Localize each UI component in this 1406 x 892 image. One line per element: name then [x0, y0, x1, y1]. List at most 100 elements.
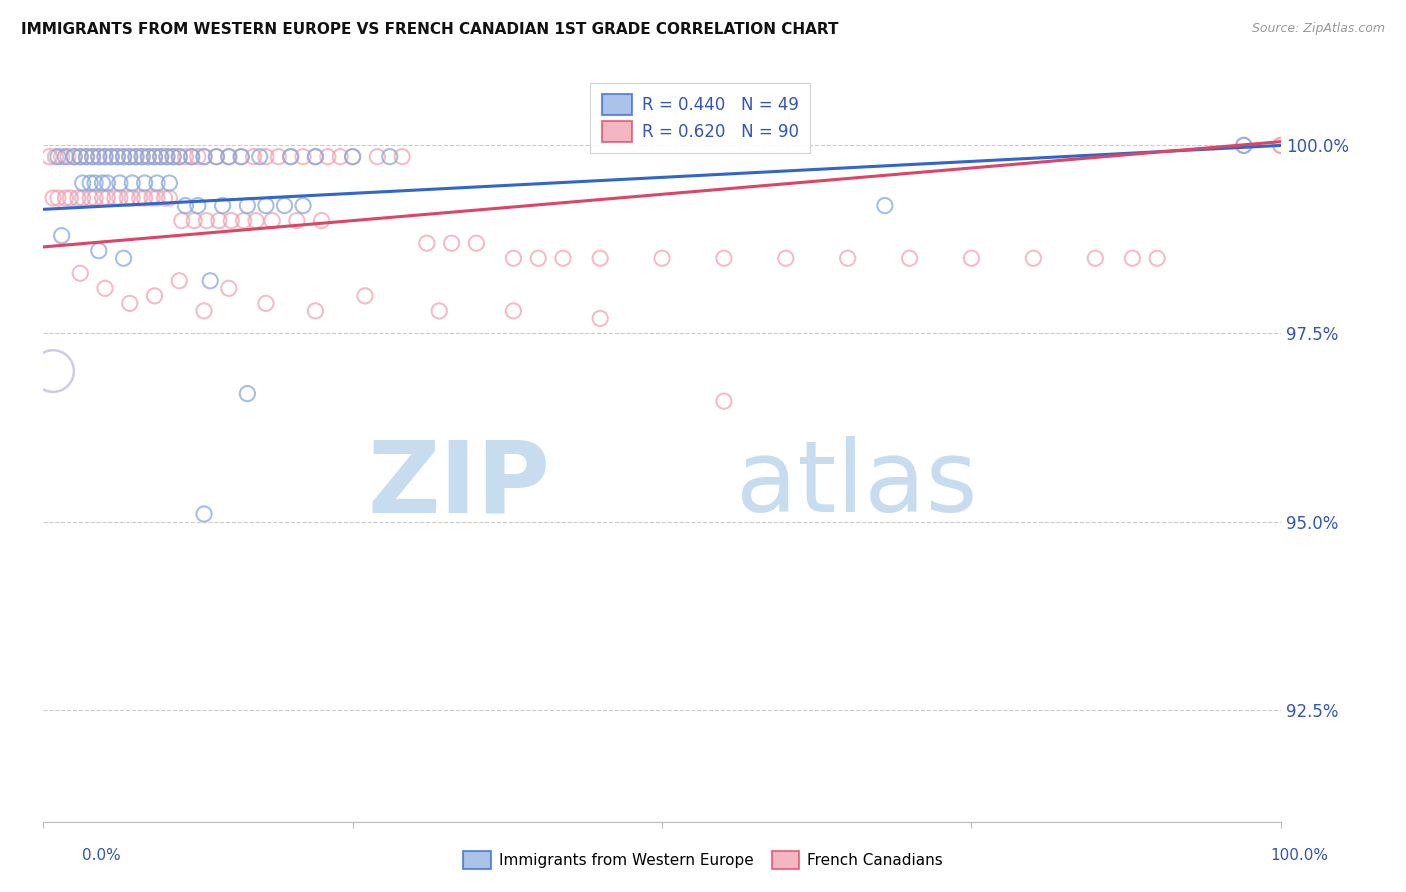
Point	[285, 213, 308, 227]
Point	[242, 150, 264, 164]
Point	[51, 228, 73, 243]
Point	[105, 150, 128, 164]
Point	[169, 150, 191, 164]
Point	[193, 507, 215, 521]
Point	[416, 236, 439, 251]
Point	[118, 150, 141, 164]
Point	[193, 304, 215, 318]
Point	[280, 150, 302, 164]
Point	[502, 252, 524, 266]
Legend: R = 0.440   N = 49, R = 0.620   N = 90: R = 0.440 N = 49, R = 0.620 N = 90	[591, 83, 810, 153]
Point	[66, 191, 89, 205]
Point	[138, 150, 160, 164]
Point	[156, 150, 179, 164]
Point	[245, 213, 267, 227]
Point	[589, 252, 612, 266]
Point	[873, 198, 896, 212]
Point	[69, 266, 91, 280]
Point	[1233, 138, 1256, 153]
Point	[79, 176, 101, 190]
Point	[91, 191, 114, 205]
Point	[292, 198, 315, 212]
Text: Source: ZipAtlas.com: Source: ZipAtlas.com	[1251, 22, 1385, 36]
Point	[837, 252, 859, 266]
Point	[105, 150, 128, 164]
Point	[55, 150, 77, 164]
Point	[94, 150, 117, 164]
Point	[87, 150, 110, 164]
Point	[187, 150, 209, 164]
Point	[170, 213, 193, 227]
Point	[183, 213, 205, 227]
Point	[143, 289, 166, 303]
Point	[1084, 252, 1107, 266]
Point	[79, 191, 101, 205]
Point	[304, 304, 326, 318]
Point	[200, 274, 222, 288]
Point	[51, 150, 73, 164]
Point	[69, 150, 91, 164]
Point	[121, 191, 143, 205]
Point	[149, 150, 172, 164]
Point	[174, 150, 197, 164]
Point	[162, 150, 184, 164]
Point	[304, 150, 326, 164]
Point	[157, 191, 180, 205]
Point	[249, 150, 271, 164]
Point	[104, 191, 127, 205]
Point	[292, 150, 315, 164]
Point	[775, 252, 797, 266]
Point	[169, 150, 191, 164]
Point	[236, 198, 259, 212]
Point	[128, 191, 150, 205]
Point	[162, 150, 184, 164]
Point	[134, 176, 156, 190]
Point	[91, 176, 114, 190]
Point	[138, 150, 160, 164]
Point	[63, 150, 86, 164]
Point	[378, 150, 401, 164]
Point	[589, 311, 612, 326]
Point	[440, 236, 463, 251]
Point	[205, 150, 228, 164]
Point	[267, 150, 290, 164]
Point	[72, 191, 94, 205]
Point	[1146, 252, 1168, 266]
Point	[651, 252, 673, 266]
Point	[84, 176, 107, 190]
Point	[1270, 138, 1292, 153]
Point	[143, 150, 166, 164]
Point	[169, 274, 191, 288]
Point	[146, 191, 169, 205]
Point	[551, 252, 574, 266]
Point	[131, 150, 153, 164]
Point	[195, 213, 218, 227]
Point	[180, 150, 202, 164]
Point	[157, 176, 180, 190]
Point	[208, 213, 231, 227]
Point	[713, 252, 735, 266]
Point	[180, 150, 202, 164]
Point	[262, 213, 284, 227]
Point	[134, 191, 156, 205]
Point	[1270, 138, 1292, 153]
Point	[108, 191, 131, 205]
Point	[211, 198, 233, 212]
Point	[391, 150, 413, 164]
Point	[125, 150, 148, 164]
Point	[254, 150, 277, 164]
Point	[82, 150, 104, 164]
Point	[205, 150, 228, 164]
Point	[100, 150, 122, 164]
Point	[232, 213, 254, 227]
Point	[898, 252, 921, 266]
Point	[342, 150, 364, 164]
Point	[231, 150, 253, 164]
Point	[55, 191, 77, 205]
Text: 100.0%: 100.0%	[1271, 848, 1329, 863]
Point	[366, 150, 388, 164]
Point	[42, 364, 65, 378]
Point	[219, 213, 242, 227]
Point	[218, 150, 240, 164]
Point	[56, 150, 79, 164]
